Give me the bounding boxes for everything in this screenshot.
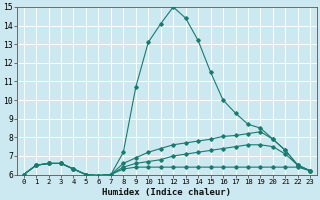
X-axis label: Humidex (Indice chaleur): Humidex (Indice chaleur)	[102, 188, 231, 197]
